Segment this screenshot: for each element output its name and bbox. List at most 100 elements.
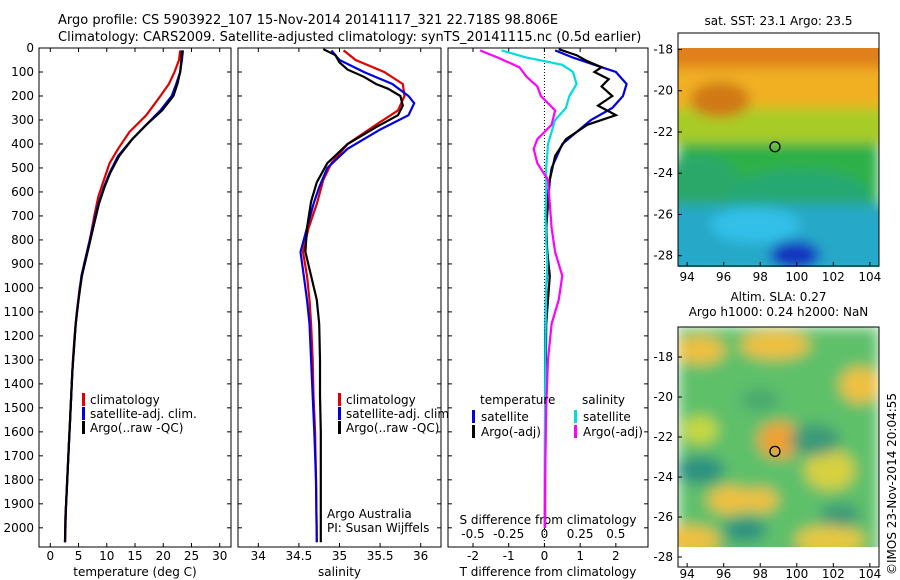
x-tick-label: 94 [679,270,694,284]
x-tick-label: 5 [75,549,83,563]
y-tick-label: -24 [653,166,673,180]
y-tick-label: 1100 [3,305,34,319]
x-tick-label: 96 [716,270,731,284]
x-tick-label: 34 [251,549,266,563]
x-axis-label: salinity [318,565,361,579]
y-tick-label: 200 [11,89,34,103]
y-tick-label: 1200 [3,329,34,343]
x-tick-label: 35.5 [367,549,394,563]
y-tick-label: 2000 [3,521,34,535]
legend-label: satellite [481,410,529,424]
y-tick-label: 1300 [3,353,34,367]
series-line-argo-adj- [479,49,564,528]
temperature-axes-frame [38,47,232,548]
legend-swatch [338,421,341,434]
salinity-tick-label: 0.25 [567,527,594,541]
y-tick-label: -18 [653,42,673,56]
salinity-tick-label: -0.25 [493,527,524,541]
x-tick-label: 25 [184,549,199,563]
y-tick-label: 400 [11,137,34,151]
map-frame [677,32,880,267]
series-line-argo-raw-qc- [63,50,183,543]
map-title: sat. SST: 23.1 Argo: 23.5 [704,14,852,28]
x-tick-label: -1 [503,549,515,563]
legend-swatch [574,425,577,438]
sla-field [678,327,879,547]
legend-swatch [338,407,341,420]
series-line-satellite-adj-clim- [299,49,416,543]
x-tick-label: 98 [753,270,768,284]
legend-label: Argo(-adj) [481,425,541,439]
map-frame [677,326,880,568]
y-tick-label: 1900 [3,497,34,511]
y-tick-label: -22 [653,430,673,444]
y-tick-label: 600 [11,185,34,199]
x-tick-label: 102 [822,567,845,580]
x-tick-label: 1 [576,549,584,563]
y-tick-label: 300 [11,113,34,127]
y-tick-label: 500 [11,161,34,175]
legend-label: Argo(..raw -QC) [90,421,183,435]
salinity-axes-frame [237,47,442,548]
legend-swatch [82,393,85,406]
y-tick-label: 1800 [3,473,34,487]
salinity-tick-label: 0.5 [606,527,625,541]
salinity-panel: 34 34.5 35 35.5 36 salinity climatologysatelli… [237,47,453,579]
y-tick-label: 1700 [3,449,34,463]
x-tick-label: 10 [99,549,114,563]
x-tick-label: 98 [753,567,768,580]
x-axis-label: temperature (deg C) [73,565,196,579]
y-tick-label: 900 [11,257,34,271]
x-tick-label: 15 [127,549,142,563]
x-tick-label: 34.5 [286,549,313,563]
x-tick-label: 100 [785,270,808,284]
y-tick-label: 0 [26,41,34,55]
y-tick-label: 700 [11,209,34,223]
x-tick-label: 96 [716,567,731,580]
series-line-satellite [501,49,578,528]
legend-swatch [82,407,85,420]
x-tick-label: 102 [822,270,845,284]
x-tick-label: 94 [679,567,694,580]
legend-swatch [574,410,577,423]
salinity-axis-label: S difference from climatology [460,513,637,527]
x-tick-label: 2 [612,549,620,563]
x-tick-label: 20 [156,549,171,563]
y-tick-label: 100 [11,65,34,79]
legend-label: Argo(-adj) [583,425,643,439]
y-tick-label: -26 [653,207,673,221]
profile-title: Argo profile: CS 5903922_107 15-Nov-2014… [58,13,559,28]
argo-position-marker [769,445,781,458]
y-tick-label: -26 [653,510,673,524]
legend-label: satellite-adj. clim. [90,407,197,421]
legend-swatch [472,425,475,438]
y-tick-label: 1500 [3,401,34,415]
y-tick-label: -18 [653,350,673,364]
legend-swatch [338,393,341,406]
legend-swatch [472,410,475,423]
x-tick-label: 36 [413,549,428,563]
y-tick-label: -28 [653,550,673,564]
legend-label: Argo(..raw -QC) [346,421,439,435]
map-title: Altim. SLA: 0.27 [730,290,826,304]
y-tick-label: -28 [653,249,673,263]
legend-swatch [82,421,85,434]
map-subtitle: Argo h1000: 0.24 h2000: NaN [689,305,869,319]
legend-title: salinity [582,393,625,407]
series-line-argo-raw-qc- [304,48,404,543]
x-tick-label: 104 [858,567,881,580]
sst-field [678,48,879,267]
sst-map: sat. SST: 23.1 Argo: 23.5 94 96 98 100 102 104… [653,14,881,284]
climatology-subtitle: Climatology: CARS2009. Satellite-adjuste… [58,30,642,45]
y-tick-label: 800 [11,233,34,247]
legend-label: climatology [346,393,416,407]
x-tick-label: 100 [785,567,808,580]
legend-label: satellite [583,410,631,424]
x-tick-label: -2 [467,549,479,563]
y-tick-label: -20 [653,390,673,404]
y-tick-label: 1400 [3,377,34,391]
temperature-panel: 0100200300400500600700800900100011001200… [3,41,232,579]
x-tick-label: 0 [46,549,54,563]
